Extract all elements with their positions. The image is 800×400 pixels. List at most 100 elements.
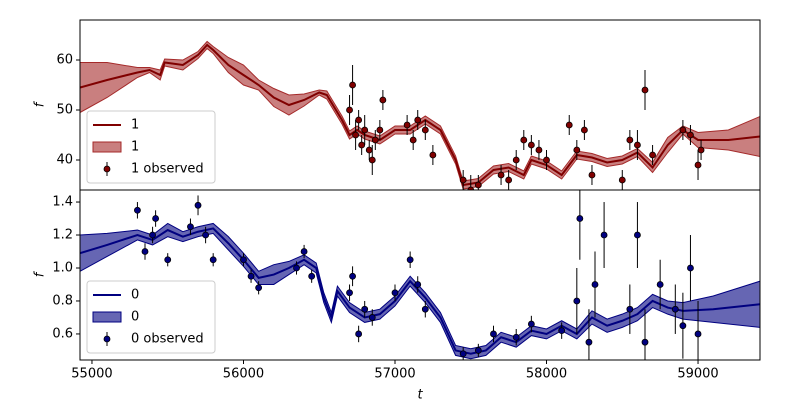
observed-point bbox=[576, 215, 584, 222]
observed-point bbox=[497, 171, 505, 179]
observed-point bbox=[187, 223, 194, 231]
observed-point bbox=[697, 146, 705, 154]
observed-point bbox=[474, 181, 482, 189]
y-tick-label: 60 bbox=[56, 53, 73, 68]
observed-point bbox=[467, 186, 475, 190]
observed-point bbox=[358, 141, 366, 149]
observed-point bbox=[391, 289, 399, 297]
plot-area bbox=[80, 40, 760, 190]
observed-point bbox=[209, 256, 217, 264]
plot-area bbox=[80, 190, 760, 360]
y-tick-label: 1.0 bbox=[52, 260, 73, 275]
observed-point bbox=[543, 156, 550, 164]
observed-point bbox=[505, 176, 513, 184]
legend-label: 0 bbox=[131, 310, 139, 325]
observed-point bbox=[355, 330, 363, 338]
observed-point bbox=[580, 126, 588, 134]
legend: 1 1 1 observed bbox=[86, 110, 216, 184]
observed-point bbox=[202, 231, 210, 239]
legend-patch bbox=[92, 141, 122, 153]
observed-point bbox=[429, 151, 437, 159]
legend-marker bbox=[103, 165, 111, 173]
observed-point bbox=[591, 281, 599, 288]
x-tick-label: 59000 bbox=[677, 367, 718, 382]
legend-marker bbox=[103, 335, 111, 343]
y-tick-label: 50 bbox=[56, 103, 73, 118]
observed-point bbox=[403, 121, 411, 129]
observed-point bbox=[365, 146, 373, 154]
observed-point bbox=[409, 136, 417, 144]
observed-point bbox=[255, 284, 263, 292]
observed-point bbox=[164, 256, 172, 264]
x-tick-label: 58000 bbox=[526, 367, 567, 382]
observed-point bbox=[308, 272, 316, 280]
y-axis-label: f bbox=[33, 270, 48, 277]
x-tick-label: 56000 bbox=[223, 367, 264, 382]
observed-point bbox=[352, 131, 360, 139]
observed-point bbox=[474, 347, 482, 354]
observed-point bbox=[300, 248, 308, 255]
axes-frame bbox=[79, 189, 761, 361]
observed-point bbox=[565, 121, 573, 129]
legend-label: 1 observed bbox=[131, 162, 204, 177]
observed-point bbox=[512, 333, 520, 341]
observed-point bbox=[535, 146, 543, 154]
observed-point bbox=[490, 330, 497, 338]
observed-point bbox=[573, 146, 581, 154]
legend-patch bbox=[92, 311, 122, 323]
observed-point bbox=[600, 231, 608, 239]
observed-point bbox=[687, 131, 694, 139]
y-axis-label: f bbox=[33, 100, 48, 107]
observed-point bbox=[414, 281, 422, 288]
observed-point bbox=[585, 338, 593, 346]
x-tick-label: 57000 bbox=[374, 367, 415, 382]
observed-point bbox=[626, 136, 634, 144]
observed-point bbox=[649, 151, 656, 159]
observed-point bbox=[573, 297, 581, 305]
observed-point bbox=[349, 81, 356, 89]
observed-point bbox=[346, 289, 353, 297]
x-axis-label: t bbox=[417, 388, 423, 400]
observed-point bbox=[520, 136, 528, 144]
observed-point bbox=[247, 272, 255, 280]
observed-point bbox=[194, 201, 202, 209]
observed-point bbox=[134, 206, 141, 214]
observed-point bbox=[421, 305, 429, 313]
observed-point bbox=[355, 116, 363, 124]
x-tick-label: 55000 bbox=[71, 367, 112, 382]
observed-point bbox=[293, 264, 300, 272]
observed-point bbox=[368, 156, 376, 164]
observed-point bbox=[656, 281, 664, 288]
observed-point bbox=[414, 116, 422, 124]
observed-point bbox=[626, 305, 634, 313]
observed-point bbox=[141, 248, 149, 255]
observed-point bbox=[687, 264, 694, 272]
observed-point bbox=[641, 86, 649, 94]
observed-point bbox=[634, 231, 641, 239]
observed-point bbox=[152, 215, 160, 222]
legend-box bbox=[86, 110, 216, 184]
model-line bbox=[80, 227, 760, 355]
observed-point bbox=[421, 126, 429, 134]
observed-point bbox=[527, 320, 535, 328]
observed-point bbox=[406, 256, 414, 264]
legend-label: 1 bbox=[131, 118, 139, 133]
observed-point bbox=[459, 350, 467, 358]
y-tick-label: 1.2 bbox=[52, 228, 73, 243]
legend-box bbox=[86, 280, 216, 354]
observed-point bbox=[459, 176, 467, 184]
observed-point bbox=[371, 136, 379, 144]
observed-point bbox=[361, 126, 369, 134]
legend-label: 0 observed bbox=[131, 332, 204, 347]
model-line bbox=[80, 43, 760, 187]
y-tick-label: 0.8 bbox=[52, 293, 73, 308]
observed-point bbox=[368, 314, 376, 321]
observed-point bbox=[679, 322, 687, 330]
observed-point bbox=[588, 171, 596, 179]
observed-point bbox=[558, 327, 566, 335]
observed-point bbox=[379, 96, 387, 104]
observed-point bbox=[527, 141, 535, 149]
y-tick-label: 0.6 bbox=[52, 326, 73, 341]
observed-point bbox=[618, 176, 626, 184]
